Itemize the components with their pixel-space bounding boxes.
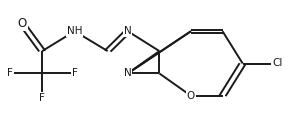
Text: N: N bbox=[124, 68, 132, 78]
Text: F: F bbox=[72, 68, 77, 78]
Text: F: F bbox=[7, 68, 13, 78]
Text: O: O bbox=[17, 17, 27, 30]
Text: Cl: Cl bbox=[272, 59, 282, 68]
Text: F: F bbox=[39, 93, 45, 103]
Text: N: N bbox=[124, 26, 132, 36]
Text: NH: NH bbox=[67, 26, 82, 36]
Text: O: O bbox=[187, 91, 195, 101]
